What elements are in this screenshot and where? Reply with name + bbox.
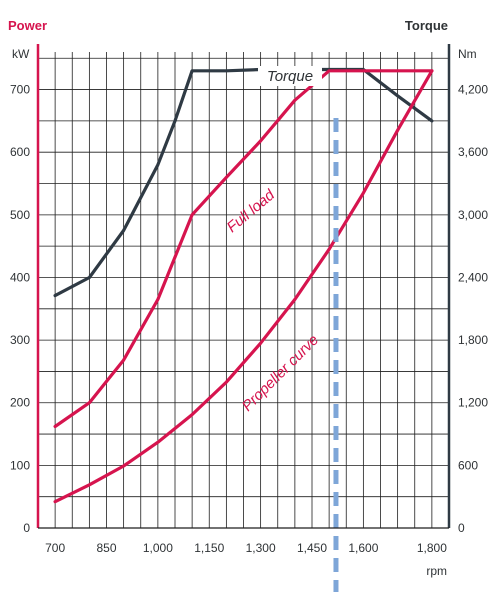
axes [36,44,451,529]
series-lines [53,67,434,504]
left-header: Power [8,18,47,33]
propeller-curve-label: Propeller curve [239,331,322,414]
left-tick-label: 600 [10,145,30,159]
x-tick-label: 1,800 [417,541,447,555]
grid [38,52,449,528]
torque-label: Torque [267,68,313,85]
x-tick-label: 1,150 [194,541,224,555]
x-tick-label: 1,000 [143,541,173,555]
full-load-label: Full load [224,186,279,236]
right-tick-label: 600 [458,458,478,472]
torque-label-bg [258,66,322,86]
right-tick-label: 3,000 [458,208,488,222]
x-unit: rpm [426,564,447,578]
series-line-full-load [53,69,434,429]
x-tick-label: 700 [45,541,65,555]
right-unit: Nm [458,47,477,61]
left-tick-label: 400 [10,270,30,284]
x-tick-label: 1,300 [246,541,276,555]
right-header: Torque [405,18,448,33]
left-unit: kW [12,47,30,61]
right-tick-label: 3,600 [458,145,488,159]
tick-labels: 0 100 200 300 400 500 600 700 0 600 1,200 1,800 2,40… [10,83,488,555]
left-tick-label: 0 [23,521,30,535]
left-tick-label: 500 [10,208,30,222]
x-tick-label: 1,450 [297,541,327,555]
left-tick-label: 100 [10,458,30,472]
x-tick-label: 850 [96,541,116,555]
right-tick-label: 1,800 [458,333,488,347]
curve-labels: Torque Full load Propeller curve [224,66,322,415]
right-tick-label: 4,200 [458,83,488,97]
left-tick-label: 300 [10,333,30,347]
right-tick-label: 2,400 [458,270,488,284]
right-tick-label: 1,200 [458,396,488,410]
left-tick-label: 200 [10,396,30,410]
x-tick-label: 1,600 [348,541,378,555]
right-tick-label: 0 [458,521,465,535]
left-tick-label: 700 [10,83,30,97]
series-line-propeller-curve [53,69,434,504]
